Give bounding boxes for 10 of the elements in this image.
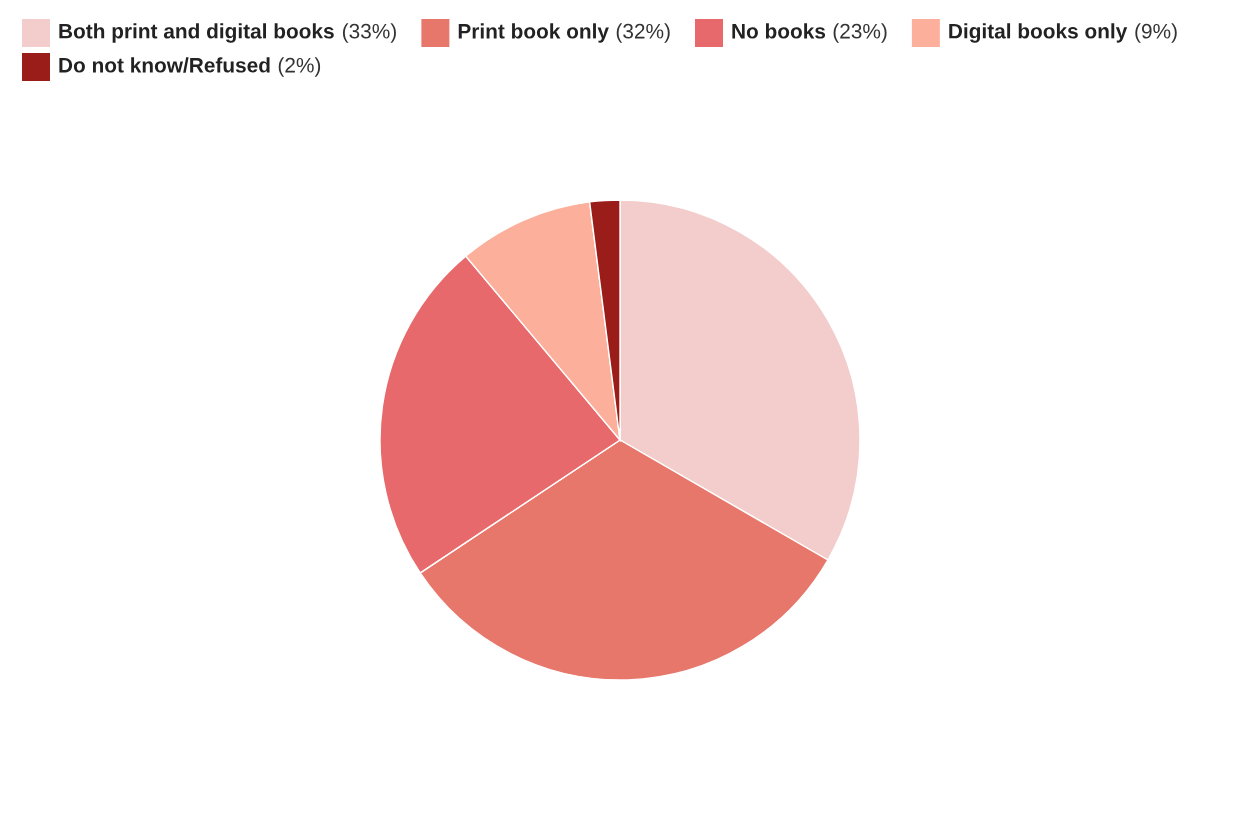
legend-label: Both print and digital books — [59, 23, 334, 43]
data-label: (32%) — [616, 23, 670, 43]
legend-label: Digital books only — [949, 23, 1128, 43]
legend-label: Print book only — [458, 23, 609, 43]
data-label: (9%) — [1135, 23, 1177, 43]
data-label: (23%) — [833, 23, 887, 43]
legend-label: Do not know/Refused — [59, 57, 270, 73]
data-label: (2%) — [278, 57, 321, 77]
legend-label: No books — [732, 23, 826, 39]
data-label: (33%) — [342, 23, 396, 43]
